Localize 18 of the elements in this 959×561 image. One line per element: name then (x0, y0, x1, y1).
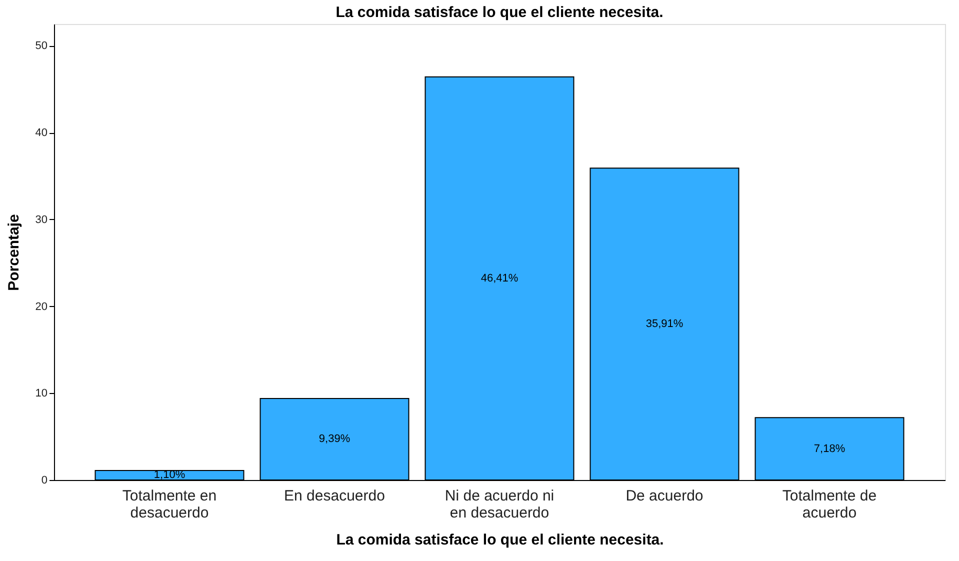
x-tick-label: De acuerdo (626, 488, 704, 504)
y-tick-label: 20 (35, 300, 48, 313)
x-tick-label: Totalmente de acuerdo (782, 488, 877, 522)
chart-title: La comida satisface lo que el cliente necesita. (336, 4, 664, 21)
y-tick-label: 30 (35, 214, 48, 226)
x-tick-label: Totalmente en desacuerdo (122, 488, 217, 522)
y-tick-label: 50 (35, 40, 48, 52)
data-label: 35,91% (646, 318, 684, 330)
y-axis-title: Porcentaje (5, 214, 22, 291)
data-label: 7,18% (814, 442, 846, 455)
x-tick-label: Ni de acuerdo ni en desacuerdo (444, 488, 554, 522)
y-tick-label: 0 (41, 474, 48, 486)
x-tick-label: En desacuerdo (284, 488, 385, 504)
data-label: 46,41% (480, 272, 518, 284)
x-axis-title: La comida satisface lo que el cliente necesita. (336, 532, 664, 548)
y-tick-label: 10 (35, 388, 48, 400)
y-tick-label: 40 (35, 127, 48, 140)
data-label: 9,39% (318, 433, 350, 446)
